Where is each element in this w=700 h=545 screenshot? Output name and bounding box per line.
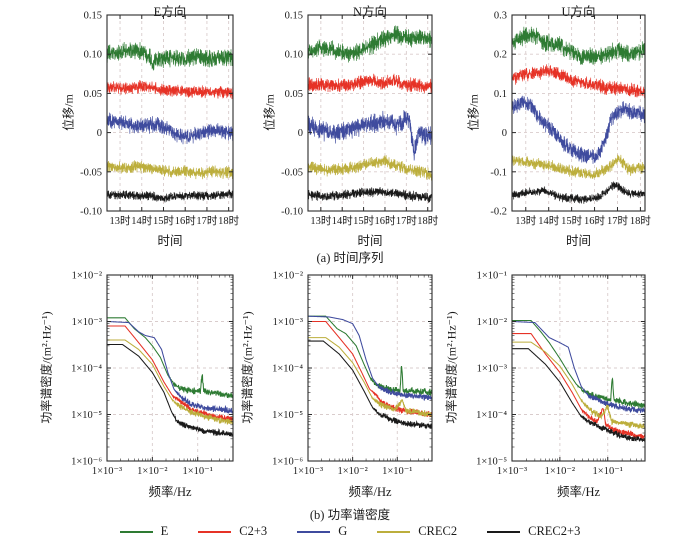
svg-text:-0.05: -0.05: [281, 167, 303, 178]
svg-text:17时: 17时: [607, 215, 629, 227]
svg-text:1×10⁻⁴: 1×10⁻⁴: [476, 410, 507, 421]
y-axis-label-psd-u: 功率谱密度/(m²·Hz⁻¹): [444, 311, 459, 424]
svg-text:0.10: 0.10: [285, 50, 303, 61]
svg-text:13时: 13时: [310, 215, 332, 227]
svg-text:14时: 14时: [332, 215, 354, 227]
svg-text:16时: 16时: [374, 215, 396, 227]
x-axis-label-frequency-u: 频率/Hz: [556, 485, 601, 499]
e-direction-psd-plot: 1×10⁻³ 1×10⁻² 1×10⁻¹ 1×10⁻² 1×10⁻³ 1×10⁻⁴ 1×10…: [71, 271, 234, 477]
legend: E C2+3 G CREC2 CREC2+3: [0, 524, 700, 539]
svg-text:14时: 14时: [538, 215, 560, 227]
svg-text:1×10⁻⁶: 1×10⁻⁶: [71, 457, 102, 468]
legend-line-g-icon: [297, 530, 331, 533]
x-axis-label-time-e: 时间: [157, 234, 183, 248]
legend-label-crec2: CREC2: [418, 524, 458, 538]
svg-text:1×10⁻²: 1×10⁻²: [137, 466, 167, 477]
u-direction-psd-plot: 1×10⁻³ 1×10⁻² 1×10⁻¹1×10⁻¹1×10⁻²1×10⁻³1×10…: [476, 271, 646, 477]
legend-item-e: E: [119, 524, 169, 539]
legend-label-e: E: [160, 524, 169, 538]
svg-text:15时: 15时: [561, 215, 583, 227]
svg-text:-0.2: -0.2: [490, 207, 507, 218]
svg-text:0.1: 0.1: [494, 89, 507, 100]
svg-text:1×10⁻³: 1×10⁻³: [293, 466, 323, 477]
legend-line-c2p3-icon: [198, 530, 232, 533]
svg-text:0.05: 0.05: [285, 89, 303, 100]
svg-text:0: 0: [502, 128, 507, 139]
legend-line-e-icon: [119, 530, 153, 533]
y-axis-label-psd-e: 功率谱密度/(m²·Hz⁻¹): [39, 311, 54, 424]
e-direction-time-series-plot: 13时 14时 15时 16时 17时 18时 0.15 0.10 0.05 0 -0.05 -0.1…: [80, 11, 240, 228]
svg-text:1×10⁻³: 1×10⁻³: [273, 317, 303, 328]
svg-text:1×10⁻²: 1×10⁻²: [72, 271, 102, 282]
legend-label-c2p3: C2+3: [239, 524, 268, 538]
svg-text:1×10⁻⁵: 1×10⁻⁵: [71, 410, 102, 421]
svg-text:1×10⁻⁴: 1×10⁻⁴: [71, 364, 102, 375]
legend-label-g: G: [338, 524, 348, 538]
x-axis-label-frequency-e: 频率/Hz: [148, 485, 192, 499]
svg-text:1×10⁻²: 1×10⁻²: [337, 466, 367, 477]
n-direction-time-series-plot: 13时 14时 15时 16时 17时 18时 0.15 0.10 0.05 0 -0.05 -0.1…: [281, 11, 439, 228]
svg-text:1×10⁻³: 1×10⁻³: [477, 364, 507, 375]
svg-text:0.15: 0.15: [285, 11, 303, 22]
svg-text:1×10⁻¹: 1×10⁻¹: [593, 466, 623, 477]
svg-text:17时: 17时: [196, 215, 218, 227]
svg-text:1×10⁻⁵: 1×10⁻⁵: [476, 457, 507, 468]
svg-text:0: 0: [97, 128, 102, 139]
svg-text:0.05: 0.05: [84, 89, 102, 100]
svg-text:18时: 18时: [417, 215, 439, 227]
svg-text:13时: 13时: [110, 215, 132, 227]
svg-text:0.15: 0.15: [84, 11, 102, 22]
svg-text:-0.1: -0.1: [490, 167, 507, 178]
svg-text:0: 0: [298, 128, 303, 139]
legend-item-g: G: [297, 524, 347, 539]
svg-text:17时: 17时: [396, 215, 418, 227]
svg-text:15时: 15时: [353, 215, 375, 227]
svg-text:18时: 18时: [630, 215, 652, 227]
svg-text:1×10⁻¹: 1×10⁻¹: [382, 466, 412, 477]
svg-text:-0.05: -0.05: [80, 167, 102, 178]
svg-text:0.10: 0.10: [84, 50, 102, 61]
legend-label-crec2p3: CREC2+3: [528, 524, 581, 538]
svg-text:1×10⁻⁶: 1×10⁻⁶: [272, 457, 303, 468]
svg-text:1×10⁻³: 1×10⁻³: [497, 466, 527, 477]
svg-text:1×10⁻⁴: 1×10⁻⁴: [272, 364, 303, 375]
x-axis-label-frequency-n: 频率/Hz: [348, 485, 392, 499]
svg-text:1×10⁻¹: 1×10⁻¹: [183, 466, 213, 477]
legend-item-crec2p3: CREC2+3: [487, 524, 580, 539]
svg-text:16时: 16时: [175, 215, 197, 227]
svg-text:-0.10: -0.10: [281, 207, 303, 218]
x-axis-label-time-n: 时间: [357, 234, 383, 248]
svg-text:0.2: 0.2: [494, 50, 507, 61]
svg-text:1×10⁻²: 1×10⁻²: [545, 466, 575, 477]
svg-text:-0.10: -0.10: [80, 207, 102, 218]
svg-text:16时: 16时: [584, 215, 606, 227]
svg-text:1×10⁻³: 1×10⁻³: [92, 466, 122, 477]
svg-text:13时: 13时: [515, 215, 537, 227]
svg-text:0.3: 0.3: [494, 11, 507, 22]
svg-text:1×10⁻³: 1×10⁻³: [72, 317, 102, 328]
caption-a-time-series: (a) 时间序列: [316, 251, 384, 265]
svg-text:15时: 15时: [153, 215, 175, 227]
svg-text:18时: 18时: [218, 215, 240, 227]
legend-item-c2p3: C2+3: [198, 524, 267, 539]
svg-text:1×10⁻¹: 1×10⁻¹: [477, 271, 507, 282]
n-direction-psd-plot: 1×10⁻³ 1×10⁻² 1×10⁻¹ 1×10⁻² 1×10⁻³ 1×10⁻⁴ 1×10…: [272, 271, 433, 477]
svg-text:1×10⁻²: 1×10⁻²: [477, 317, 507, 328]
caption-b-psd: (b) 功率谱密度: [309, 508, 391, 522]
u-direction-time-series-plot: 13时 14时 15时 16时 17时 18时 0.3 0.2 0.1 0 -0.1 -0.2: [490, 11, 652, 228]
svg-text:1×10⁻⁵: 1×10⁻⁵: [272, 410, 303, 421]
svg-text:14时: 14时: [131, 215, 153, 227]
legend-item-crec2: CREC2: [377, 524, 457, 539]
x-axis-label-time-u: 时间: [565, 234, 591, 248]
svg-text:1×10⁻²: 1×10⁻²: [273, 271, 303, 282]
legend-line-crec2p3-icon: [487, 530, 521, 533]
legend-line-crec2-icon: [377, 530, 411, 533]
